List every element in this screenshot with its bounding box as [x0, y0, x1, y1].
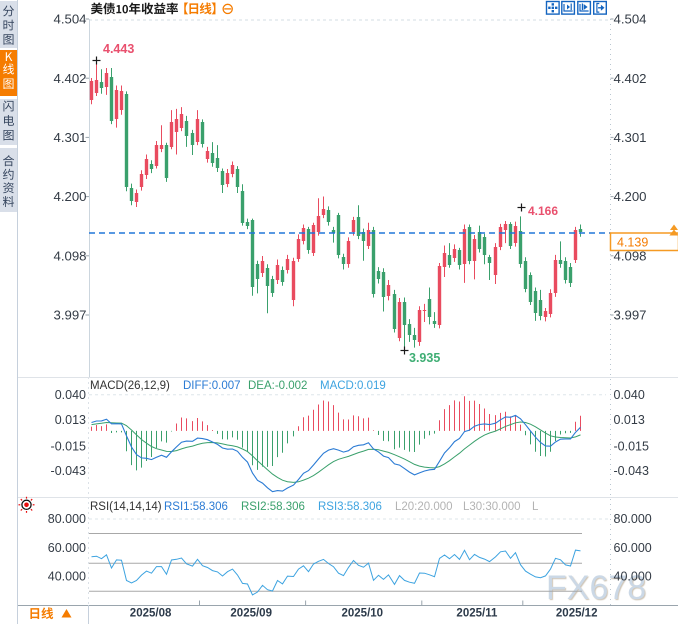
svg-text:4.166: 4.166 [528, 204, 558, 218]
svg-text:4.139: 4.139 [617, 236, 648, 250]
svg-text:2025/12: 2025/12 [556, 608, 598, 620]
svg-text:80.000: 80.000 [614, 512, 652, 526]
svg-text:RSI2:58.306: RSI2:58.306 [241, 501, 305, 513]
svg-text:4.301: 4.301 [53, 130, 86, 145]
svg-text:-0.015: -0.015 [51, 440, 86, 454]
svg-text:4.504: 4.504 [53, 12, 86, 27]
svg-text:RSI1:58.306: RSI1:58.306 [164, 501, 228, 513]
svg-text:L20:20.000: L20:20.000 [395, 501, 453, 513]
svg-text:4.402: 4.402 [53, 71, 86, 86]
svg-text:2025/08: 2025/08 [130, 608, 172, 620]
svg-text:MACD:0.019: MACD:0.019 [320, 380, 386, 392]
svg-text:L: L [532, 501, 539, 513]
svg-text:0.040: 0.040 [614, 388, 645, 402]
svg-text:3.997: 3.997 [614, 308, 647, 323]
svg-text:-0.043: -0.043 [51, 464, 86, 478]
svg-text:2025/09: 2025/09 [230, 608, 272, 620]
svg-text:4.443: 4.443 [103, 42, 134, 56]
svg-text:-0.043: -0.043 [614, 464, 649, 478]
svg-text:DEA:-0.002: DEA:-0.002 [248, 380, 307, 392]
svg-text:4.098: 4.098 [53, 248, 86, 263]
svg-text:2025/11: 2025/11 [456, 608, 498, 620]
svg-text:0.013: 0.013 [614, 413, 645, 427]
svg-text:2025/10: 2025/10 [342, 608, 384, 620]
svg-text:60.000: 60.000 [614, 541, 652, 555]
svg-text:4.402: 4.402 [614, 71, 647, 86]
svg-text:4.098: 4.098 [614, 248, 647, 263]
svg-text:L30:30.000: L30:30.000 [463, 501, 521, 513]
svg-text:60.000: 60.000 [48, 541, 86, 555]
svg-text:4.200: 4.200 [614, 189, 647, 204]
svg-text:40.000: 40.000 [48, 570, 86, 584]
svg-text:-0.015: -0.015 [614, 440, 649, 454]
svg-text:RSI3:58.306: RSI3:58.306 [318, 501, 382, 513]
svg-text:MACD(26,12,9): MACD(26,12,9) [90, 380, 170, 392]
svg-text:0.013: 0.013 [55, 413, 86, 427]
svg-text:3.935: 3.935 [409, 351, 440, 365]
svg-text:4.504: 4.504 [614, 12, 647, 27]
svg-text:0.040: 0.040 [55, 388, 86, 402]
svg-text:80.000: 80.000 [48, 512, 86, 526]
svg-text:40.000: 40.000 [614, 570, 652, 584]
svg-text:4.301: 4.301 [614, 130, 647, 145]
svg-text:3.997: 3.997 [53, 308, 86, 323]
svg-text:RSI(14,14,14): RSI(14,14,14) [90, 501, 162, 513]
svg-text:DIFF:0.007: DIFF:0.007 [183, 380, 241, 392]
svg-text:4.200: 4.200 [53, 189, 86, 204]
